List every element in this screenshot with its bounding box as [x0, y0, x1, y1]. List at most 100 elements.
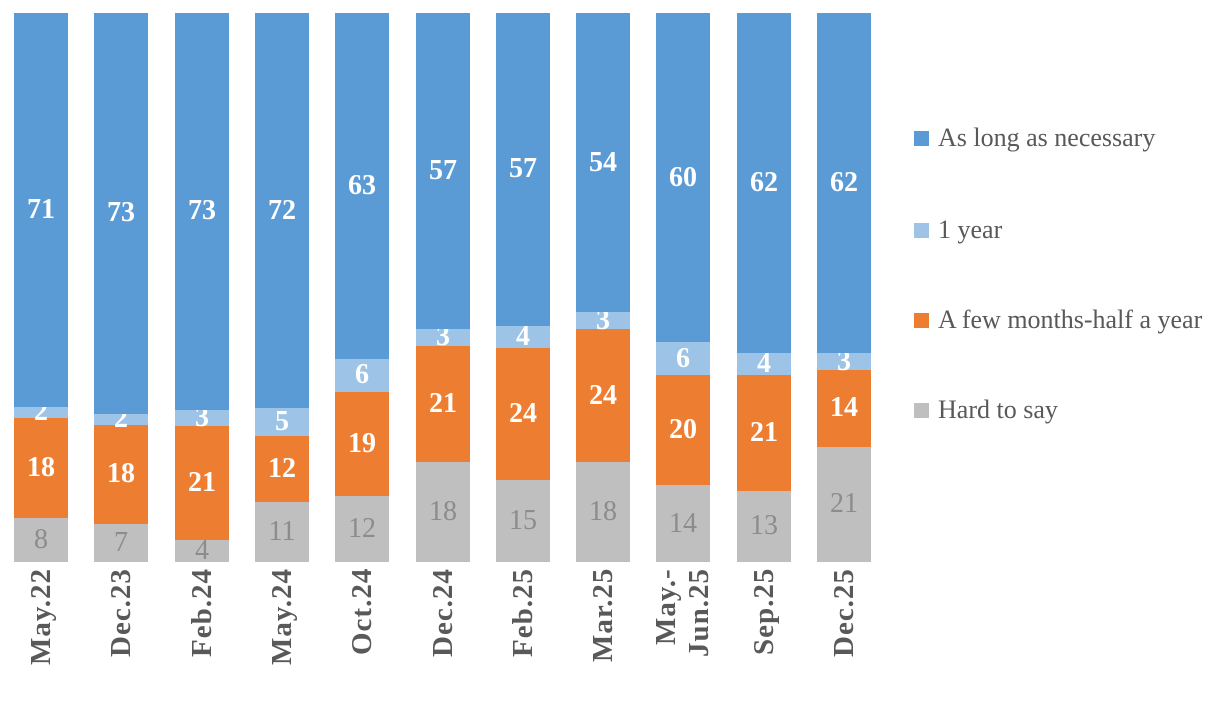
legend-swatch-gray [914, 403, 929, 418]
bar-value-label: 18 [107, 458, 135, 490]
bar-value-label: 57 [509, 153, 537, 185]
bar-value-label: 18 [27, 451, 55, 483]
bar-segment: 71 [14, 13, 68, 407]
plot-area: 8 18 2 71 7 18 2 73 4 21 3 73 11 12 5 72 12 19 6 63 18 21 3 57 1… [0, 13, 880, 567]
bar-segment: 4 [496, 320, 550, 352]
legend-label: Hard to say [938, 395, 1058, 424]
x-axis-label: Feb.24 [185, 568, 218, 657]
bar-Feb.24: 4 21 3 73 [175, 13, 229, 567]
bar-segment: 60 [656, 13, 710, 343]
bar-segment: 4 [175, 535, 229, 567]
x-axis-label: Dec.23 [104, 568, 137, 657]
bar-value-label: 19 [348, 427, 376, 459]
bar-value-label: 63 [348, 169, 376, 201]
bar-segment: 3 [175, 403, 229, 431]
bar-segment: 57 [416, 13, 470, 330]
x-axis-label-slot: May.22 [1, 568, 81, 706]
bar-segment: 11 [255, 501, 309, 562]
bar-segment: 15 [496, 479, 550, 562]
x-axis-label-slot: Dec.24 [403, 568, 483, 706]
bar-segment: 18 [14, 417, 68, 518]
bar-value-label: 12 [268, 452, 296, 484]
x-axis-label-slot: Mar.25 [563, 568, 643, 706]
bar-value-label: 6 [676, 342, 690, 374]
bar-value-label: 4 [516, 320, 530, 352]
bar-value-label: 60 [669, 161, 697, 193]
x-axis-label-slot: Dec.23 [81, 568, 161, 706]
bar-segment: 13 [737, 490, 791, 562]
bar-value-label: 15 [509, 504, 537, 536]
bar-value-label: 4 [195, 535, 209, 567]
bar-segment: 24 [496, 347, 550, 480]
bar-segment: 6 [656, 342, 710, 376]
bar-value-label: 62 [830, 167, 858, 199]
x-axis-label: Sep.25 [747, 568, 780, 656]
bar-segment: 72 [255, 13, 309, 409]
bar-segment: 3 [416, 323, 470, 351]
bar-value-label: 24 [509, 397, 537, 429]
bar-segment: 73 [94, 13, 148, 414]
bar-segment: 54 [576, 13, 630, 313]
legend-swatch-orange [914, 313, 929, 328]
bar-value-label: 24 [589, 379, 617, 411]
bar-segment: 24 [576, 329, 630, 463]
legend-swatch-blue [914, 131, 929, 146]
x-axis-label: Mar.25 [586, 568, 619, 663]
legend-label: A few months-half a year [938, 305, 1203, 334]
x-axis-label-slot: Feb.25 [483, 568, 563, 706]
bar-segment: 21 [175, 426, 229, 541]
bar-May.22: 8 18 2 71 [14, 13, 68, 562]
x-axis-label-slot: May.- Jun.25 [643, 568, 723, 706]
bar-Mar.25: 18 24 3 54 [576, 13, 630, 562]
bar-segment: 18 [94, 424, 148, 524]
bar-value-label: 5 [275, 406, 289, 438]
bar-value-label: 62 [750, 167, 778, 199]
bar-Dec.23: 7 18 2 73 [94, 13, 148, 562]
bar-segment: 3 [576, 306, 630, 334]
bar-segment: 18 [576, 462, 630, 562]
legend-label: As long as necessary [938, 123, 1156, 152]
bar-segment: 7 [94, 523, 148, 562]
bar-segment: 63 [335, 13, 389, 359]
bar-segment: 2 [94, 405, 148, 433]
bar-value-label: 14 [830, 392, 858, 424]
x-axis-label: Oct.24 [345, 568, 378, 656]
bar-value-label: 7 [114, 526, 128, 558]
x-axis-label-slot: Sep.25 [724, 568, 804, 706]
bar-segment: 18 [416, 462, 470, 562]
legend-item-as-long-as-necessary: As long as necessary [914, 118, 1215, 158]
bar-value-label: 8 [34, 523, 48, 555]
bar-value-label: 6 [355, 359, 369, 391]
x-axis-label: Dec.24 [426, 568, 459, 657]
bar-value-label: 21 [830, 488, 858, 520]
bar-segment: 12 [255, 435, 309, 502]
bar-value-label: 54 [589, 146, 617, 178]
x-axis-label-slot: May.24 [242, 568, 322, 706]
bar-value-label: 3 [837, 345, 851, 377]
bar-value-label: 72 [268, 194, 296, 226]
bar-segment: 5 [255, 406, 309, 438]
bar-segment: 20 [656, 375, 710, 486]
bar-value-label: 21 [429, 387, 457, 419]
bar-segment: 6 [335, 358, 389, 392]
legend-item-few-months-half-year: A few months-half a year [914, 300, 1215, 340]
x-axis-label-slot: Feb.24 [162, 568, 242, 706]
bar-segment: 2 [14, 398, 68, 426]
bar-value-label: 12 [348, 513, 376, 545]
bar-segment: 4 [737, 350, 791, 378]
bar-value-label: 18 [429, 496, 457, 528]
bar-value-label: 14 [669, 507, 697, 539]
bar-Oct.24: 12 19 6 63 [335, 13, 389, 562]
bar-segment: 3 [817, 347, 871, 375]
bar-value-label: 21 [188, 467, 216, 499]
bar-segment: 57 [496, 13, 550, 326]
x-axis-label: May.- Jun.25 [650, 568, 715, 658]
bar-segment: 14 [817, 369, 871, 447]
bar-Dec.25: 21 14 3 62 [817, 13, 871, 562]
legend-item-1-year: 1 year [914, 210, 1215, 250]
bar-value-label: 3 [596, 304, 610, 336]
bar-value-label: 3 [436, 321, 450, 353]
legend-swatch-light-blue [914, 223, 929, 238]
bar-value-label: 20 [669, 414, 697, 446]
